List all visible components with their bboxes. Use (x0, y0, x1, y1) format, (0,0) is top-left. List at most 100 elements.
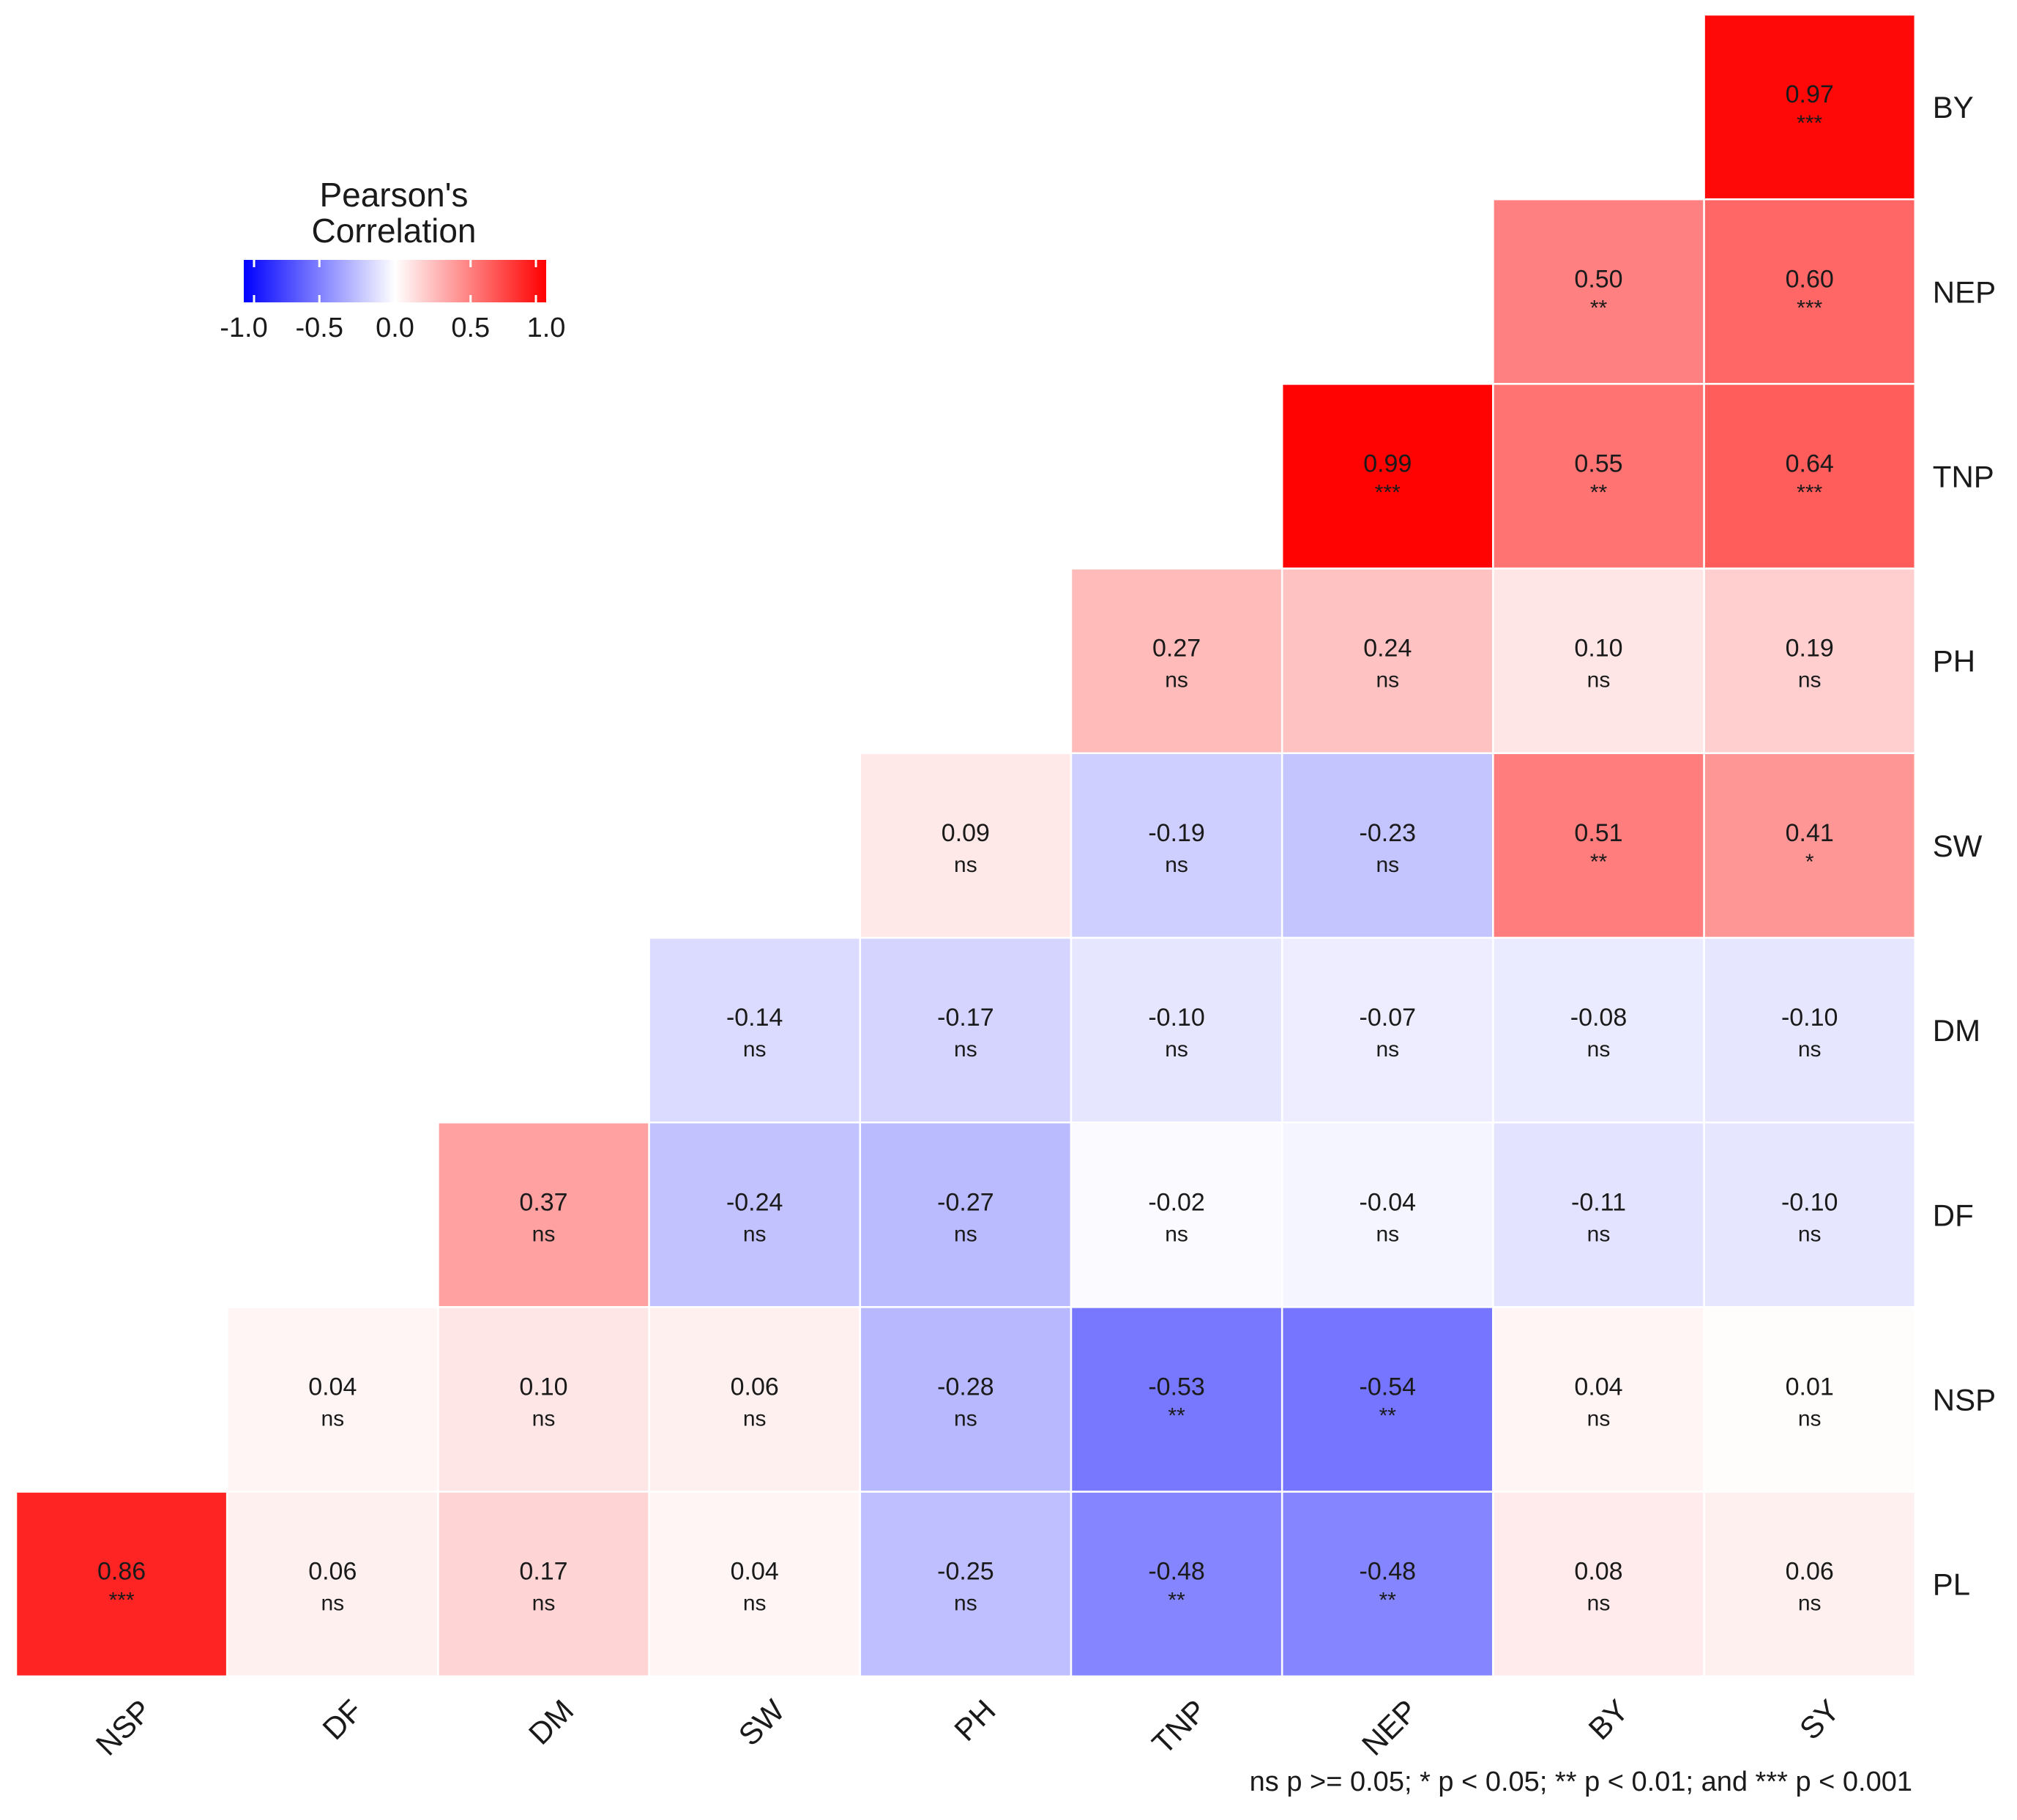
heatmap-cell: 0.08 ns (1492, 1491, 1705, 1678)
cell-significance-label: ns (954, 1407, 977, 1431)
cell-value-label: 0.64 (1786, 450, 1834, 478)
heatmap-cell: -0.28 ns (859, 1306, 1073, 1493)
cell-significance-label: ns (1798, 1407, 1822, 1431)
cell-value-label: -0.14 (726, 1004, 783, 1032)
heatmap-cell-rect (437, 1121, 650, 1308)
heatmap-cell: 0.99 *** (1280, 383, 1494, 570)
heatmap-cell: -0.24 ns (648, 1121, 862, 1308)
cell-significance-label: * (1805, 850, 1814, 874)
heatmap-cell-rect (1492, 1306, 1705, 1493)
heatmap-cell: 0.06 ns (648, 1306, 862, 1493)
cell-significance-label: ns (1587, 668, 1611, 693)
cell-value-label: 0.37 (519, 1188, 567, 1216)
cell-significance-label: ns (1587, 1222, 1611, 1246)
cell-value-label: 0.04 (731, 1558, 779, 1586)
cell-value-label: -0.10 (1781, 1188, 1838, 1216)
heatmap-cell: -0.27 ns (859, 1121, 1073, 1308)
heatmap-cell: 0.50 ** (1492, 198, 1705, 385)
cell-significance-label: ns (1587, 1407, 1611, 1431)
cell-significance-label: ns (1165, 853, 1188, 877)
heatmap-cell: -0.14 ns (648, 936, 862, 1124)
heatmap-cell-rect (1070, 1491, 1283, 1678)
heatmap-cell-rect (1280, 383, 1494, 570)
cell-significance-label: ns (1798, 1592, 1822, 1616)
heatmap-cell: -0.48 ** (1070, 1491, 1283, 1678)
cell-value-label: 0.17 (519, 1558, 567, 1586)
significance-footnote: ns p >= 0.05; * p < 0.05; ** p < 0.01; a… (1250, 1767, 1912, 1797)
legend-ticks: -1.0 -0.5 0.0 0.5 1.0 (220, 260, 565, 343)
heatmap-cell: 0.55 ** (1492, 383, 1705, 570)
heatmap-cell-rect (1492, 1491, 1705, 1678)
cell-value-label: 0.10 (1574, 635, 1622, 663)
heatmap-cell: 0.04 ns (1492, 1306, 1705, 1493)
heatmap-cell: 0.24 ns (1280, 567, 1494, 755)
cell-value-label: -0.25 (937, 1558, 994, 1586)
cell-value-label: 0.27 (1152, 635, 1201, 663)
heatmap-cell: 0.41 * (1703, 752, 1917, 939)
row-label: SW (1933, 829, 1983, 863)
cell-significance-label: *** (1797, 481, 1822, 505)
cell-significance-label: *** (1375, 481, 1401, 505)
cell-significance-label: ns (321, 1592, 344, 1616)
heatmap-cell: -0.10 ns (1703, 1121, 1917, 1308)
heatmap-cell: -0.17 ns (859, 936, 1073, 1124)
cell-significance-label: ns (1587, 1592, 1611, 1616)
cell-value-label: -0.28 (937, 1373, 994, 1401)
cell-value-label: 0.10 (519, 1373, 567, 1401)
cell-significance-label: ns (1798, 1037, 1822, 1062)
heatmap-cell-rect (1492, 936, 1705, 1124)
legend: Pearson's Correlation -1.0 -0.5 0.0 0.5 1.0 (220, 176, 565, 343)
heatmap-cell: 0.06 ns (1703, 1491, 1917, 1678)
heatmap-cell-rect (15, 1491, 228, 1678)
heatmap-cell: 0.17 ns (437, 1491, 650, 1678)
cell-significance-label: ns (321, 1407, 344, 1431)
cell-value-label: -0.19 (1148, 819, 1205, 847)
heatmap-cell-rect (1280, 1306, 1494, 1493)
cell-value-label: 0.08 (1574, 1558, 1622, 1586)
cell-value-label: -0.54 (1360, 1373, 1417, 1401)
heatmap-cell: -0.02 ns (1070, 1121, 1283, 1308)
heatmap-cell-rect (648, 1306, 862, 1493)
cell-significance-label: ns (1376, 1222, 1399, 1246)
heatmap-cell-rect (859, 936, 1073, 1124)
cell-significance-label: ** (1590, 296, 1608, 320)
heatmap-cell-rect (1492, 567, 1705, 755)
heatmap-cell-rect (1492, 198, 1705, 385)
heatmap-cell-rect (1280, 567, 1494, 755)
cell-value-label: 0.06 (1786, 1558, 1834, 1586)
cell-value-label: 0.06 (308, 1558, 357, 1586)
cell-significance-label: ns (1165, 668, 1188, 693)
cell-value-label: -0.08 (1570, 1004, 1628, 1032)
heatmap-cell-rect (1492, 383, 1705, 570)
cell-value-label: -0.27 (937, 1188, 994, 1216)
heatmap-cell-rect (859, 752, 1073, 939)
heatmap-cell-rect (1070, 936, 1283, 1124)
row-label: TNP (1933, 460, 1994, 494)
heatmap-cells: 0.97***0.50**0.60***0.99***0.55**0.64***… (15, 13, 1917, 1678)
cell-significance-label: ns (743, 1592, 767, 1616)
cell-value-label: 0.19 (1786, 635, 1834, 663)
cell-significance-label: ** (1168, 1589, 1185, 1613)
column-label: PH (947, 1693, 1002, 1748)
heatmap-cell: 0.51 ** (1492, 752, 1705, 939)
heatmap-cell-rect (648, 1121, 862, 1308)
cell-significance-label: ns (743, 1222, 767, 1246)
heatmap-cell: 0.06 ns (225, 1491, 439, 1678)
cell-significance-label: ** (1590, 850, 1608, 874)
cell-significance-label: ns (1376, 1037, 1399, 1062)
column-labels: NSP DF DM SW PH TNP NEP BY SY (89, 1693, 1846, 1762)
cell-significance-label: ns (1376, 853, 1399, 877)
heatmap-cell: 0.04 ns (225, 1306, 439, 1493)
cell-value-label: 0.24 (1363, 635, 1412, 663)
cell-value-label: -0.53 (1148, 1373, 1205, 1401)
row-label: DF (1933, 1198, 1974, 1232)
cell-value-label: 0.97 (1786, 81, 1834, 108)
row-label: PH (1933, 644, 1975, 679)
legend-tick-label: -1.0 (220, 313, 267, 343)
heatmap-cell-rect (1703, 1491, 1917, 1678)
cell-value-label: 0.09 (942, 819, 990, 847)
row-label: NEP (1933, 275, 1996, 309)
cell-significance-label: ns (1165, 1037, 1188, 1062)
cell-significance-label: ** (1590, 481, 1608, 505)
